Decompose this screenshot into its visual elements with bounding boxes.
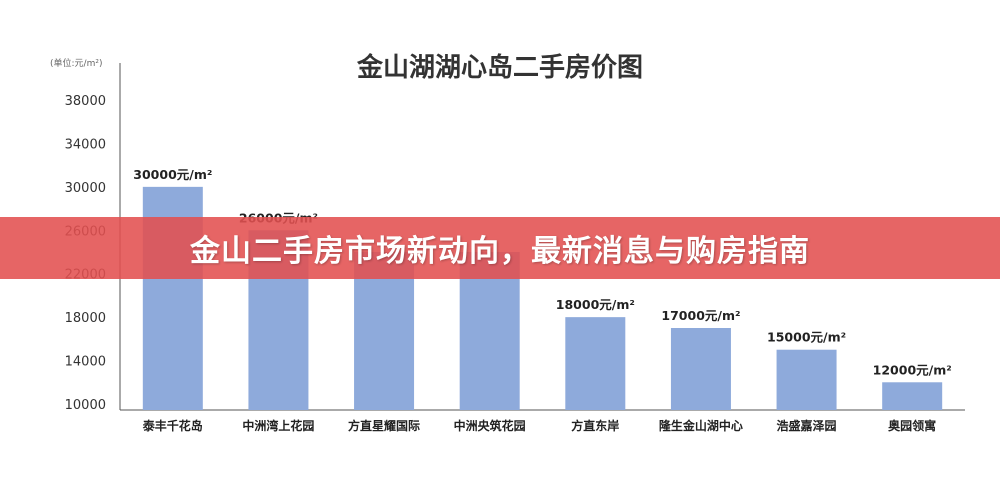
chart-title: 金山湖湖心岛二手房价图 (356, 52, 643, 83)
x-category-label: 隆生金山湖中心 (659, 418, 743, 433)
y-tick-label: 14000 (65, 355, 106, 370)
bar (565, 317, 626, 410)
y-tick-label: 34000 (65, 137, 106, 152)
y-axis-unit-label: (单位:元/m²) (50, 57, 102, 69)
bar (776, 349, 837, 410)
bar (882, 382, 943, 410)
headline-banner: 金山二手房市场新动向，最新消息与购房指南 (0, 217, 1000, 279)
bar-value-label: 12000元/m² (873, 362, 952, 377)
x-category-label: 奥园领寓 (888, 418, 936, 433)
x-category-label: 中洲湾上花园 (242, 418, 314, 433)
y-tick-label: 18000 (65, 311, 106, 326)
y-tick-label: 30000 (65, 181, 106, 196)
bar (670, 328, 731, 410)
bar-value-label: 15000元/m² (767, 330, 846, 345)
banner-text: 金山二手房市场新动向，最新消息与购房指南 (190, 234, 810, 269)
x-category-label: 方直东岸 (571, 418, 619, 433)
x-category-label: 浩盛嘉泽园 (777, 418, 837, 433)
category-labels: 泰丰千花岛 中洲湾上花园 方直星耀国际 中洲央筑花园 方直东岸 隆生金山湖中心 浩盛嘉泽园 奥… (142, 418, 936, 433)
bar-value-label: 18000元/m² (556, 297, 635, 312)
x-category-label: 中洲央筑花园 (454, 418, 526, 433)
y-tick-label: 10000 (65, 398, 106, 413)
y-tick-label: 38000 (65, 94, 106, 109)
x-category-label: 方直星耀国际 (348, 418, 420, 433)
bar-value-label: 17000元/m² (661, 308, 740, 323)
bar-value-label: 30000元/m² (133, 167, 212, 182)
x-category-label: 泰丰千花岛 (142, 418, 203, 433)
